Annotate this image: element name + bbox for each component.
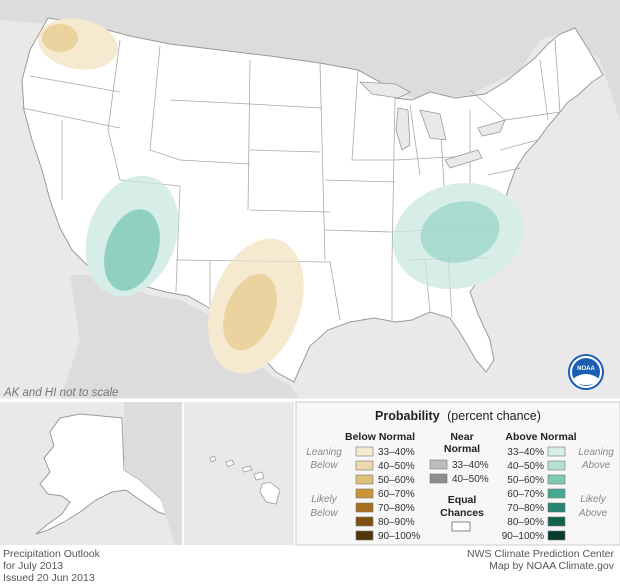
footer-right-line-1: NWS Climate Prediction Center: [466, 548, 614, 560]
below-bins: 33–40% 40–50% 50–60% 60–70% 70–80% 80–90% 90–1…: [355, 446, 420, 542]
footer-left-line-3: Issued 20 Jun 2013: [3, 572, 95, 584]
above-bin-label: 90–100%: [502, 531, 544, 542]
southeast-above-mid: [420, 201, 500, 263]
below-normal-areas: [38, 18, 304, 374]
above-bin-swatch: [547, 474, 566, 485]
legend-title: Probability: [375, 409, 440, 423]
below-bin-label: 90–100%: [378, 531, 420, 542]
below-bin-swatch: [355, 502, 374, 513]
below-bin-label: 70–80%: [378, 503, 415, 514]
near-header-2: Normal: [444, 443, 480, 455]
footer-left: Precipitation Outlook for July 2013 Issu…: [3, 548, 100, 584]
below-bin-swatch: [355, 488, 374, 499]
canada-land: [0, 0, 620, 120]
above-likely-1: Likely: [580, 494, 607, 505]
canada-beside-alaska: [124, 402, 182, 545]
texas-below-mid: [223, 273, 277, 351]
pnw-below-mid: [42, 24, 78, 52]
below-bin-swatch: [355, 446, 374, 457]
below-bin-label: 50–60%: [378, 475, 415, 486]
above-bins: 33–40% 40–50% 50–60% 60–70% 70–80% 80–90% 90–1…: [502, 446, 566, 542]
legend: Probability (percent chance) Below Norma…: [306, 409, 614, 542]
below-bin-swatch: [355, 530, 374, 541]
noaa-logo: NOAA: [568, 354, 604, 390]
near-bin-label: 33–40%: [452, 460, 489, 471]
above-leaning-2: Above: [581, 460, 611, 471]
below-leaning-2: Below: [310, 460, 338, 471]
near-bins: 33–40% 40–50%: [429, 459, 489, 485]
equal-label-2: Chances: [440, 507, 484, 519]
below-bin-label: 40–50%: [378, 461, 415, 472]
footer-left-line-1: Precipitation Outlook: [3, 548, 100, 560]
equal-label-1: Equal: [448, 494, 477, 506]
equal-chances-swatch: [451, 521, 471, 532]
above-likely-2: Above: [578, 508, 608, 519]
near-header-1: Near: [450, 431, 473, 443]
above-bin-label: 50–60%: [507, 475, 544, 486]
near-bin-label: 40–50%: [452, 474, 489, 485]
below-likely-1: Likely: [311, 494, 338, 505]
footer-left-line-2: for July 2013: [3, 560, 64, 572]
above-bin-label: 33–40%: [507, 447, 544, 458]
above-bin-swatch: [547, 446, 566, 457]
hawaii-islands: [209, 455, 281, 505]
below-bin-label: 60–70%: [378, 489, 415, 500]
southwest-above-mid: [104, 209, 160, 291]
footer-right-line-2: Map by NOAA Climate.gov: [489, 560, 614, 572]
state-borders-overlay: [119, 179, 501, 319]
below-likely-2: Below: [310, 508, 338, 519]
svg-text:Probability (percent cha: Probability (percent chance): [375, 409, 541, 423]
above-header: Above Normal: [505, 431, 576, 443]
near-bin-swatch: [429, 459, 448, 470]
footer-right: NWS Climate Prediction Center Map by NOA…: [467, 548, 614, 572]
above-bin-swatch: [547, 516, 566, 527]
above-bin-swatch: [547, 502, 566, 513]
hawaii-panel: [184, 402, 294, 545]
noaa-logo-text: NOAA: [577, 366, 595, 372]
legend-panel: [295, 401, 620, 546]
below-bin-label: 33–40%: [378, 447, 415, 458]
above-bin-swatch: [547, 530, 566, 541]
below-leaning-1: Leaning: [306, 447, 342, 458]
above-bin-swatch: [547, 488, 566, 499]
below-bin-swatch: [355, 460, 374, 471]
above-bin-swatch: [547, 460, 566, 471]
above-bin-label: 80–90%: [507, 517, 544, 528]
legend-subtitle: (percent chance): [447, 409, 541, 423]
below-bin-label: 80–90%: [378, 517, 415, 528]
above-leaning-1: Leaning: [578, 447, 614, 458]
above-bin-label: 40–50%: [507, 461, 544, 472]
below-bin-swatch: [355, 474, 374, 485]
above-bin-label: 70–80%: [507, 503, 544, 514]
scale-note: AK and HI not to scale: [3, 387, 118, 399]
below-header: Below Normal: [345, 431, 415, 443]
great-lakes: [358, 81, 506, 169]
above-bin-label: 60–70%: [507, 489, 544, 500]
near-bin-swatch: [429, 473, 448, 484]
below-bin-swatch: [355, 516, 374, 527]
